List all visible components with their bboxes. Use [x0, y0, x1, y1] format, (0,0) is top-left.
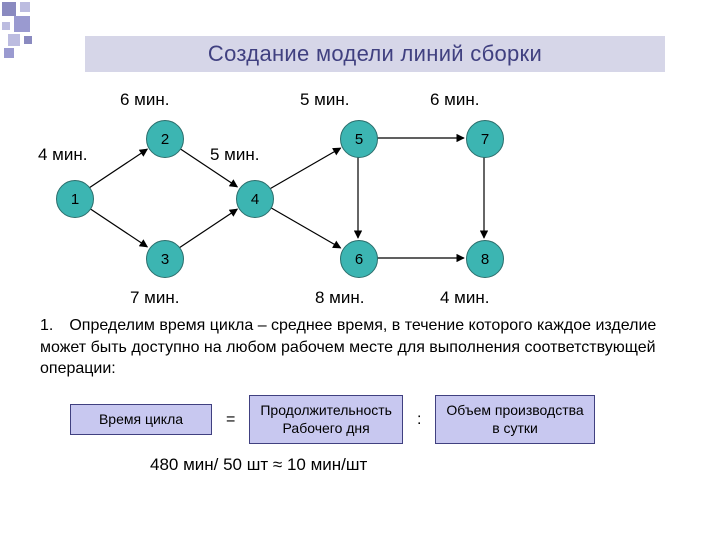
calculation-result: 480 мин/ 50 шт ≈ 10 мин/шт [150, 455, 367, 475]
body-paragraph: 1. Определим время цикла – среднее время… [40, 315, 680, 380]
edge-1-3 [89, 208, 147, 247]
edge-1-2 [89, 149, 147, 188]
node-5: 5 [340, 120, 378, 158]
edge-3-4 [179, 209, 237, 248]
node-6: 6 [340, 240, 378, 278]
node-1: 1 [56, 180, 94, 218]
formula-box-output: Объем производства в сутки [435, 395, 594, 444]
edge-label: 4 мин. [38, 145, 87, 165]
edge-label: 4 мин. [440, 288, 489, 308]
assembly-line-diagram: 1 2 3 4 5 6 7 8 4 мин. 6 мин. 5 мин. 7 мин. 5 мин. 6… [0, 80, 720, 310]
equals-sign: = [226, 411, 235, 429]
edge-label: 6 мин. [430, 90, 479, 110]
node-7: 7 [466, 120, 504, 158]
node-4: 4 [236, 180, 274, 218]
formula-box-workday: Продолжительность Рабочего дня [249, 395, 403, 444]
node-3: 3 [146, 240, 184, 278]
node-2: 2 [146, 120, 184, 158]
formula-box-cycle-time: Время цикла [70, 404, 212, 436]
page-title: Создание модели линий сборки [85, 36, 665, 72]
edge-label: 6 мин. [120, 90, 169, 110]
edge-label: 5 мин. [300, 90, 349, 110]
edge-label: 7 мин. [130, 288, 179, 308]
node-8: 8 [466, 240, 504, 278]
edge-label: 5 мин. [210, 145, 259, 165]
divide-sign: : [417, 411, 421, 429]
formula-row: Время цикла = Продолжительность Рабочего… [70, 395, 595, 444]
edge-4-5 [270, 148, 341, 189]
edge-label: 8 мин. [315, 288, 364, 308]
edge-4-6 [270, 207, 341, 248]
